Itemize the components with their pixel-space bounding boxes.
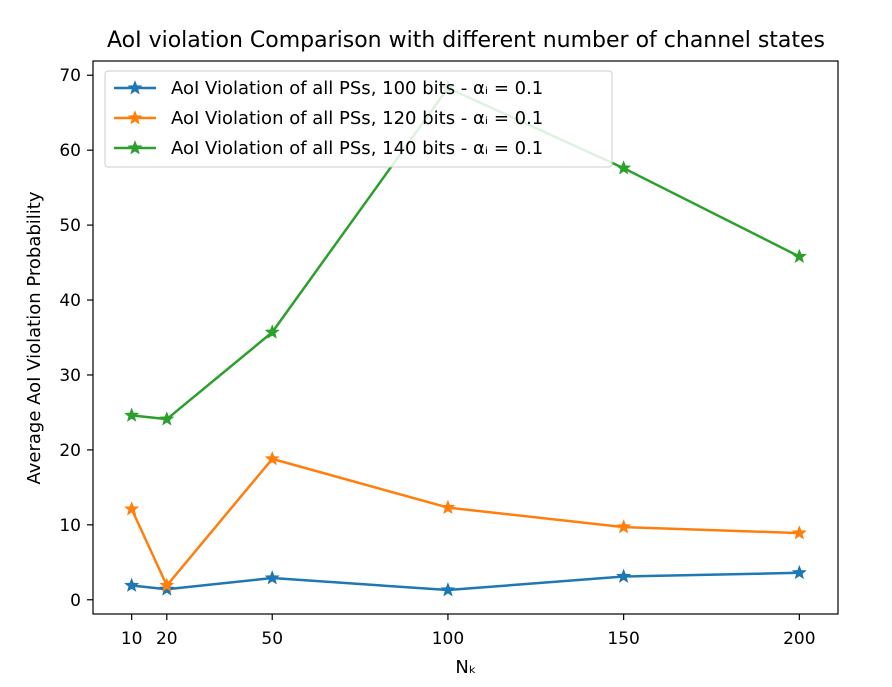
series-2-point-5 bbox=[616, 519, 632, 534]
y-tick-label: 60 bbox=[59, 141, 81, 161]
legend: AoI Violation of all PSs, 100 bits - αᵢ … bbox=[104, 70, 613, 168]
plot-area: 10 20 50 100 150 200 0 10 20 30 40 50 60 70 bbox=[59, 60, 839, 649]
series-2-point-3 bbox=[264, 451, 280, 466]
x-axis-ticks: 10 20 50 100 150 200 bbox=[121, 614, 816, 649]
series-line-3 bbox=[130, 86, 801, 421]
series-1-point-3 bbox=[264, 570, 280, 585]
y-tick-label: 0 bbox=[70, 591, 81, 611]
y-axis-label: Average AoI Violation Probability bbox=[24, 191, 45, 484]
y-tick-label: 70 bbox=[59, 66, 81, 86]
series-line-1 bbox=[130, 571, 801, 592]
series-1-point-5 bbox=[616, 568, 632, 583]
series-3-point-5 bbox=[616, 160, 632, 175]
x-tick-label: 10 bbox=[121, 629, 143, 649]
series-3-point-6 bbox=[791, 248, 807, 263]
legend-label-2: AoI Violation of all PSs, 120 bits - αᵢ … bbox=[171, 108, 543, 129]
legend-marker-3 bbox=[127, 140, 143, 155]
series-1-point-1 bbox=[124, 577, 140, 592]
legend-label-1: AoI Violation of all PSs, 100 bits - αᵢ … bbox=[171, 78, 543, 99]
x-axis-label: Nₖ bbox=[455, 657, 476, 678]
series-2-point-2 bbox=[159, 577, 175, 592]
x-tick-label: 200 bbox=[783, 629, 815, 649]
legend-label-3: AoI Violation of all PSs, 140 bits - αᵢ … bbox=[171, 138, 543, 159]
series-3-point-3 bbox=[264, 324, 280, 339]
y-axis-ticks: 0 10 20 30 40 50 60 70 bbox=[59, 66, 93, 611]
legend-marker-1 bbox=[127, 80, 143, 95]
series-2-point-4 bbox=[440, 499, 456, 514]
y-tick-label: 30 bbox=[59, 366, 81, 386]
y-tick-label: 40 bbox=[59, 291, 81, 311]
series-2-point-6 bbox=[791, 525, 807, 540]
x-tick-label: 100 bbox=[432, 629, 464, 649]
x-tick-label: 50 bbox=[261, 629, 283, 649]
legend-marker-2 bbox=[127, 110, 143, 125]
chart-title: AoI violation Comparison with different … bbox=[107, 28, 825, 53]
plot-frame bbox=[92, 60, 839, 615]
legend-box bbox=[104, 70, 613, 168]
x-tick-label: 150 bbox=[607, 629, 639, 649]
series-2-point-1 bbox=[124, 501, 140, 516]
series-1-point-6 bbox=[791, 564, 807, 580]
y-tick-label: 10 bbox=[59, 516, 81, 536]
series-1-point-4 bbox=[440, 582, 456, 597]
y-tick-label: 50 bbox=[59, 216, 81, 236]
series-3-point-1 bbox=[124, 407, 140, 422]
y-tick-label: 20 bbox=[59, 441, 81, 461]
series-line-2 bbox=[130, 457, 801, 587]
series-3-point-2 bbox=[159, 411, 175, 426]
x-tick-label: 20 bbox=[156, 629, 178, 649]
